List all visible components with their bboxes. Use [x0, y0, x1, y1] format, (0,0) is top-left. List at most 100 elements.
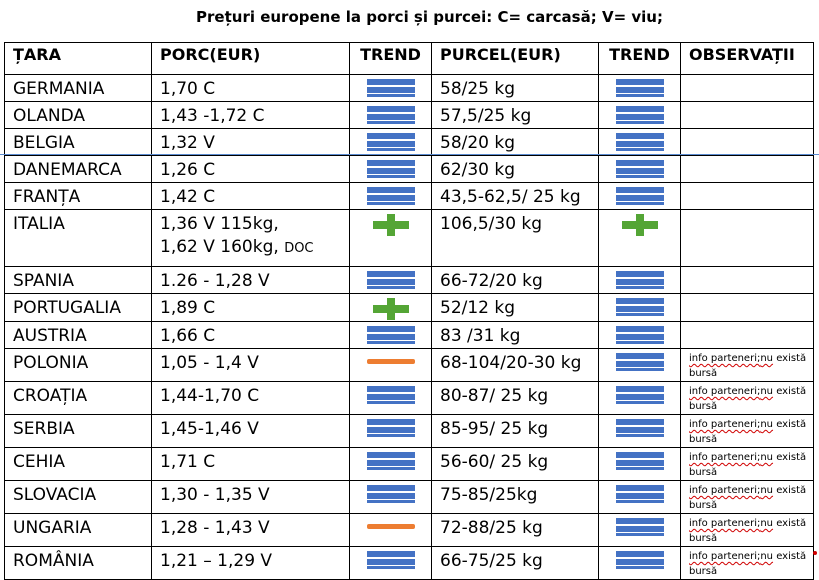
cell-trend-porc: [349, 480, 432, 514]
cell-trend-purcel: [598, 182, 681, 210]
trend-stable-icon: [366, 452, 415, 470]
cell-purcel-price: 85-95/ 25 kg: [431, 414, 599, 448]
obs-text: există bursă: [689, 419, 807, 445]
header-trend-porc: TREND: [349, 42, 432, 75]
cell-trend-porc: [349, 381, 432, 415]
obs-text-spellcheck: nu: [760, 518, 774, 529]
porc-price-text: 1,28 - 1,43 V: [160, 518, 270, 538]
obs-text: există bursă: [689, 485, 807, 511]
trend-stable-icon: [366, 133, 415, 151]
table-row: PORTUGALIA 1,89 C 52/12 kg: [4, 293, 814, 322]
cell-trend-purcel: [598, 74, 681, 102]
porc-price-text: 1.26 - 1,28 V: [160, 271, 270, 291]
cell-observatii: [680, 128, 814, 156]
table-row: GERMANIA 1,70 C 58/25 kg: [4, 74, 814, 102]
cell-country: BELGIA: [4, 128, 152, 156]
cell-purcel-price: 80-87/ 25 kg: [431, 381, 599, 415]
table-row: UNGARIA 1,28 - 1,43 V 72-88/25 kg info part…: [4, 513, 814, 547]
header-row: ȚARA PORC(EUR) TREND PURCEL(EUR) TREND O…: [4, 42, 814, 75]
cell-purcel-price: 62/30 kg: [431, 155, 599, 183]
trend-stable-icon: [366, 419, 415, 437]
cell-purcel-price: 66-72/20 kg: [431, 266, 599, 294]
trend-stable-icon: [366, 326, 415, 344]
cell-country: FRANȚA: [4, 182, 152, 210]
cell-observatii: info parteneri;nu există bursă: [680, 381, 814, 415]
cell-observatii: info parteneri;nu există bursă: [680, 414, 814, 448]
cell-observatii: [680, 101, 814, 129]
trend-stable-icon: [615, 271, 664, 289]
cell-trend-purcel: [598, 128, 681, 156]
obs-text-spellcheck: nu: [760, 551, 774, 562]
trend-stable-icon: [615, 106, 664, 124]
cell-porc-price: 1,89 C: [151, 293, 350, 322]
cell-trend-purcel: [598, 414, 681, 448]
trend-stable-icon: [615, 79, 664, 97]
cell-trend-purcel: [598, 348, 681, 382]
cell-country: UNGARIA: [4, 513, 152, 547]
cell-country: DANEMARCA: [4, 155, 152, 183]
cell-country: POLONIA: [4, 348, 152, 382]
cell-purcel-price: 57,5/25 kg: [431, 101, 599, 129]
obs-text: există bursă: [689, 386, 807, 412]
trend-up-plus-icon: [621, 214, 658, 236]
porc-price-text: 1,42 C: [160, 187, 216, 207]
cell-trend-porc: [349, 209, 432, 267]
cell-purcel-price: 72-88/25 kg: [431, 513, 599, 547]
cell-porc-price: 1,21 – 1,29 V: [151, 546, 350, 580]
header-purcel: PURCEL(EUR): [431, 42, 599, 75]
porc-price-text: 1,71 C: [160, 452, 216, 472]
cell-porc-price: 1,36 V 115kg, 1,62 V 160kg, DOC: [151, 209, 350, 267]
trend-stable-icon: [366, 106, 415, 124]
cell-trend-porc: [349, 155, 432, 183]
cell-trend-porc: [349, 348, 432, 382]
cell-porc-price: 1,45-1,46 V: [151, 414, 350, 448]
table-row: BELGIA 1,32 V 58/20 kg: [4, 128, 814, 156]
cell-purcel-price: 106,5/30 kg: [431, 209, 599, 267]
table-row: CEHIA 1,71 C 56-60/ 25 kg info parteneri;nu…: [4, 447, 814, 481]
cell-purcel-price: 83 /31 kg: [431, 321, 599, 349]
porc-price-text: 1,32 V: [160, 133, 215, 153]
cell-country: GERMANIA: [4, 74, 152, 102]
cell-trend-porc: [349, 513, 432, 547]
obs-text-spellcheck: info parteneri;: [689, 452, 761, 463]
cell-trend-porc: [349, 128, 432, 156]
porc-price-extra-text: 1,62 V 160kg,: [160, 237, 285, 257]
porc-price-text: 1,30 - 1,35 V: [160, 485, 270, 505]
cell-trend-porc: [349, 101, 432, 129]
cell-trend-purcel: [598, 101, 681, 129]
prices-table: ȚARA PORC(EUR) TREND PURCEL(EUR) TREND O…: [4, 42, 814, 580]
obs-text: există bursă: [689, 353, 807, 379]
page-margin-line: [0, 154, 819, 155]
porc-price-text: 1,05 - 1,4 V: [160, 353, 259, 373]
cell-country: OLANDA: [4, 101, 152, 129]
trend-stable-icon: [615, 452, 664, 470]
cell-purcel-price: 43,5-62,5/ 25 kg: [431, 182, 599, 210]
cell-trend-porc: [349, 266, 432, 294]
obs-text-spellcheck: info parteneri;: [689, 518, 761, 529]
table-row: SERBIA 1,45-1,46 V 85-95/ 25 kg info parten…: [4, 414, 814, 448]
cell-trend-purcel: [598, 546, 681, 580]
trend-stable-icon: [366, 386, 415, 404]
header-observatii: OBSERVAȚII: [680, 42, 814, 75]
porc-price-text: 1,21 – 1,29 V: [160, 551, 273, 571]
porc-price-text: 1,44-1,70 C: [160, 386, 260, 406]
obs-text-spellcheck: nu: [760, 386, 774, 397]
header-tara: ȚARA: [4, 42, 152, 75]
cell-trend-porc: [349, 414, 432, 448]
table-row: OLANDA 1,43 -1,72 C 57,5/25 kg: [4, 101, 814, 129]
trend-stable-icon: [615, 518, 664, 536]
porc-price-text: 1,26 C: [160, 160, 216, 180]
cell-trend-porc: [349, 321, 432, 349]
cell-country: CEHIA: [4, 447, 152, 481]
cell-country: AUSTRIA: [4, 321, 152, 349]
obs-text-spellcheck: nu: [760, 452, 774, 463]
table-body: GERMANIA 1,70 C 58/25 kg OLANDA 1,43 -1,72 C…: [4, 74, 814, 580]
cell-observatii: info parteneri;nu există bursă: [680, 447, 814, 481]
cell-trend-purcel: [598, 480, 681, 514]
trend-down-minus-icon: [366, 359, 415, 364]
porc-price-text: 1,66 C: [160, 326, 216, 346]
porc-price-text: 1,43 -1,72 C: [160, 106, 265, 126]
cell-observatii: [680, 293, 814, 322]
cell-trend-porc: [349, 74, 432, 102]
obs-text: există bursă: [689, 518, 807, 544]
